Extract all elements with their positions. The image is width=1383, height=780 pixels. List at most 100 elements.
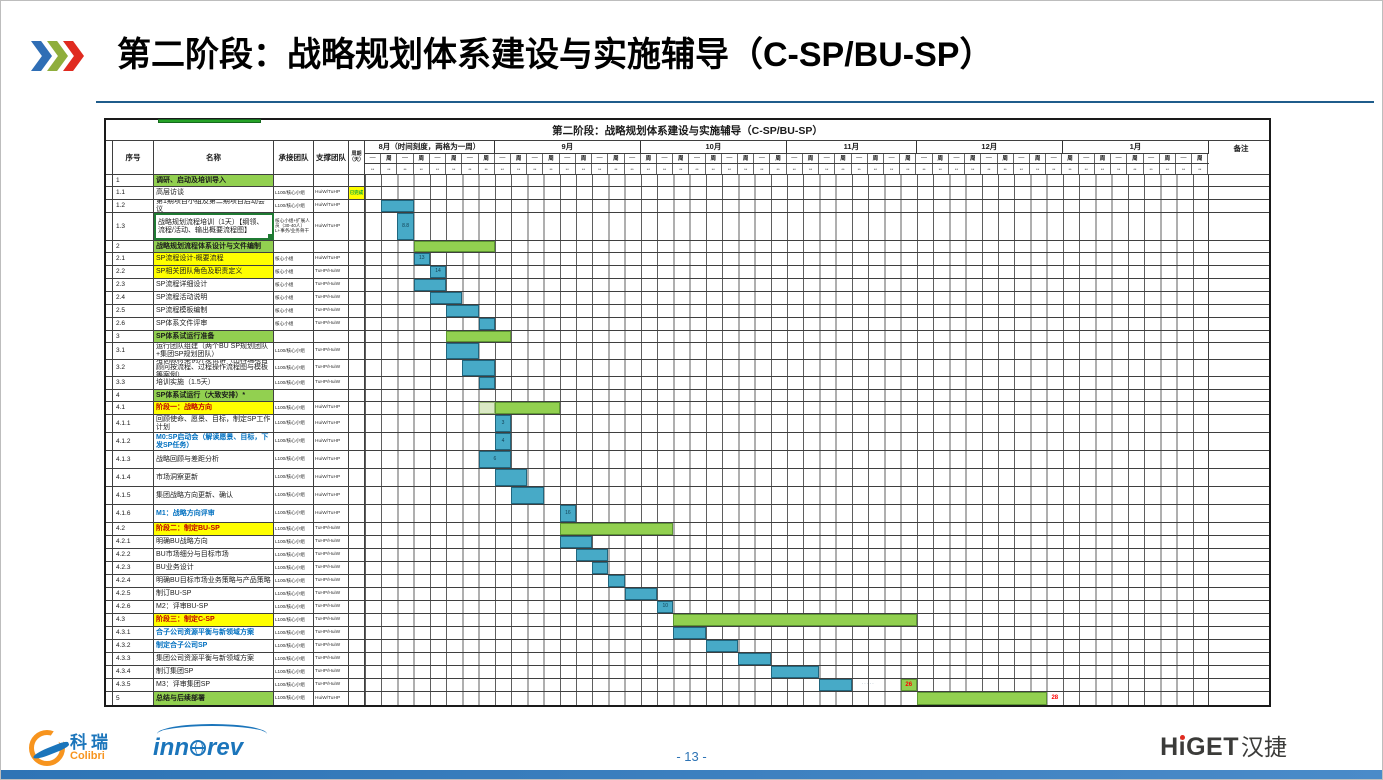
date-mark: ** [1111, 164, 1128, 174]
date-mark: ** [560, 164, 576, 174]
gantt-bar [413, 279, 447, 291]
gantt-bar: 28 [1051, 695, 1059, 702]
week-mark: 周 [673, 153, 690, 164]
cell-team: 核心小组+扩展人员（30-40人）L+事务/业务骨干 [274, 213, 314, 240]
cell-name: 第1期项目小组及第二期项目启动会议 [154, 200, 274, 212]
week-mark: — [916, 153, 933, 164]
cell-gantt-strip: 16 [365, 505, 1209, 522]
cell-duration [349, 575, 365, 587]
cell-pad [106, 487, 113, 504]
table-row: 4.2 阶段二：制定BU-SP L100/核心小组 TuHP/HuiW [106, 523, 1269, 536]
cell-remarks [1209, 562, 1273, 574]
cell-gantt-strip: ····· 26 [365, 679, 1209, 691]
date-mark: ** [835, 164, 852, 174]
gantt-bar [381, 200, 414, 212]
globe-icon [190, 740, 207, 756]
cell-gantt-strip [365, 614, 1209, 626]
table-row: 4.3.2 制定合子公司SP L100/核心小组 TuHP/HuiW [106, 640, 1269, 653]
cell-remarks [1209, 305, 1273, 317]
date-mark: ** [1030, 164, 1047, 174]
cell-support: HuiW/TuHP [314, 469, 349, 486]
cell-team: L100/核心小组 [274, 402, 314, 414]
cell-duration [349, 588, 365, 600]
cell-pad [106, 433, 113, 450]
cell-duration [349, 549, 365, 561]
week-mark: — [819, 153, 836, 164]
cell-remarks [1209, 377, 1273, 389]
cell-support: HuiW/TuHP [314, 415, 349, 432]
week-mark: — [949, 153, 966, 164]
week-mark: — [560, 153, 576, 164]
gantt-bar [429, 292, 463, 304]
cell-support [314, 241, 349, 252]
cell-name: 明确BU战略方向 [154, 536, 274, 548]
higet-logo-en: HiGET [1160, 733, 1239, 761]
cell-remarks [1209, 266, 1273, 278]
cell-team: L100/核心小组 [274, 433, 314, 450]
cell-duration [349, 253, 365, 265]
cell-support: TuHP/HuiW [314, 279, 349, 291]
week-mark: 周 [381, 153, 398, 164]
chevrons-icon [31, 41, 84, 71]
cell-pad [106, 343, 113, 359]
cell-remarks [1209, 318, 1273, 330]
cell-name: 阶段一：战略方向 [154, 402, 274, 414]
cell-pad [106, 692, 113, 705]
week-mark: 周 [543, 153, 560, 164]
gantt-bar [462, 360, 495, 376]
cell-duration [349, 415, 365, 432]
cell-gantt-strip [365, 588, 1209, 600]
week-mark: — [981, 153, 998, 164]
date-mark: ** [479, 164, 495, 174]
week-mark: 周 [446, 153, 463, 164]
cell-index: 3 [113, 331, 154, 342]
selection-strip [158, 119, 261, 123]
cell-pad [106, 549, 113, 561]
date-mark: ** [462, 164, 479, 174]
cell-pad [106, 588, 113, 600]
colibri-ring-icon [29, 730, 65, 766]
cell-index: 3.2 [113, 360, 154, 376]
cell-name: 总结与后续部署 [154, 692, 274, 705]
week-mark: — [1176, 153, 1193, 164]
cell-team: L100/核心小组 [274, 377, 314, 389]
gantt-bar [446, 305, 479, 317]
col-header-pad [106, 141, 113, 174]
cell-index: 1.3 [113, 213, 154, 240]
cell-remarks [1209, 575, 1273, 587]
table-row: 4.2.2 BU市场细分与目标市场 L100/核心小组 TuHP/HuiW [106, 549, 1269, 562]
cell-support: TuHP/HuiW [314, 575, 349, 587]
cell-duration [349, 360, 365, 376]
gantt-bar [624, 588, 658, 600]
date-mark: ** [495, 164, 511, 174]
cell-support: HuiW/TuHP [314, 505, 349, 522]
table-row: 2.6 SP体系文件评审 核心小组 TuHP/HuiW [106, 318, 1269, 331]
month-label: 8月（时间刻度，两格为一周） [365, 141, 495, 153]
cell-team: L100/核心小组 [274, 601, 314, 613]
cell-team [274, 241, 314, 252]
date-mark: ** [770, 164, 787, 174]
cell-pad [106, 402, 113, 414]
cell-team: 核心小组 [274, 279, 314, 291]
cell-support: TuHP/HuiW [314, 266, 349, 278]
week-mark: — [657, 153, 674, 164]
col-header-support: 支撑团队 [314, 141, 349, 174]
week-mark: 周 [1160, 153, 1176, 164]
date-mark: ** [1192, 164, 1209, 174]
cell-remarks [1209, 241, 1273, 252]
cell-duration [349, 343, 365, 359]
week-mark: 周 [933, 153, 949, 164]
cell-team: L100/核心小组 [274, 360, 314, 376]
cell-gantt-strip [365, 640, 1209, 652]
date-mark: ** [689, 164, 706, 174]
cell-gantt-strip [365, 390, 1209, 401]
table-row: 4.3 阶段三：制定C-SP L100/核心小组 TuHP/HuiW [106, 614, 1269, 627]
innorev-swoosh-icon [157, 724, 267, 734]
cell-remarks [1209, 433, 1273, 450]
week-mark: — [397, 153, 414, 164]
cell-pad [106, 469, 113, 486]
cell-team: L100/核心小组 [274, 640, 314, 652]
cell-support: TuHP/HuiW [314, 679, 349, 691]
cell-support: TuHP/HuiW [314, 360, 349, 376]
week-mark: 周 [608, 153, 625, 164]
